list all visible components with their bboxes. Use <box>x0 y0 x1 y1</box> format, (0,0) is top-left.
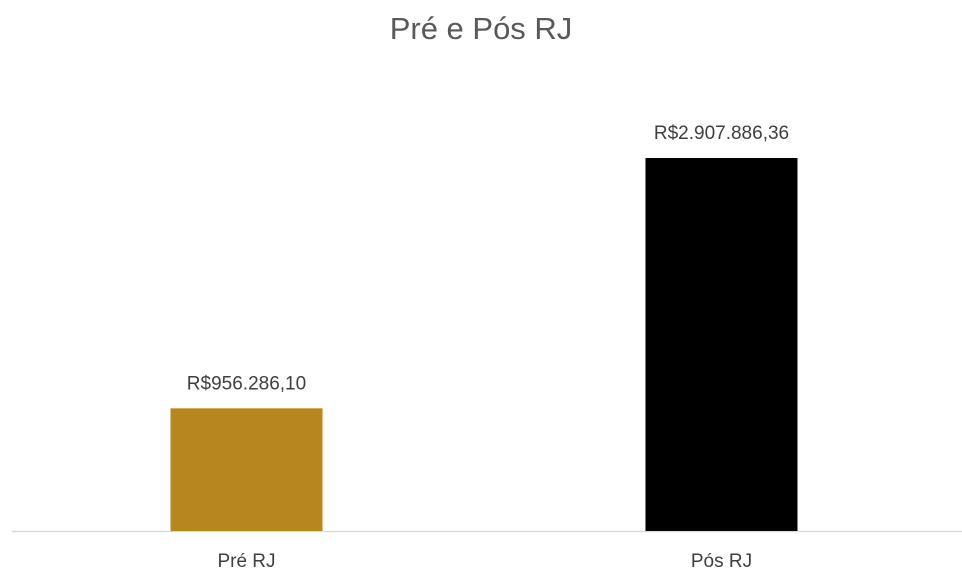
value-label: R$2.907.886,36 <box>654 123 789 144</box>
value-label: R$956.286,10 <box>187 373 306 394</box>
bar <box>170 408 323 531</box>
x-tick-label: Pré RJ <box>217 551 275 572</box>
chart-title: Pré e Pós RJ <box>390 11 573 46</box>
bar <box>645 158 798 531</box>
x-tick-label: Pós RJ <box>691 551 752 572</box>
